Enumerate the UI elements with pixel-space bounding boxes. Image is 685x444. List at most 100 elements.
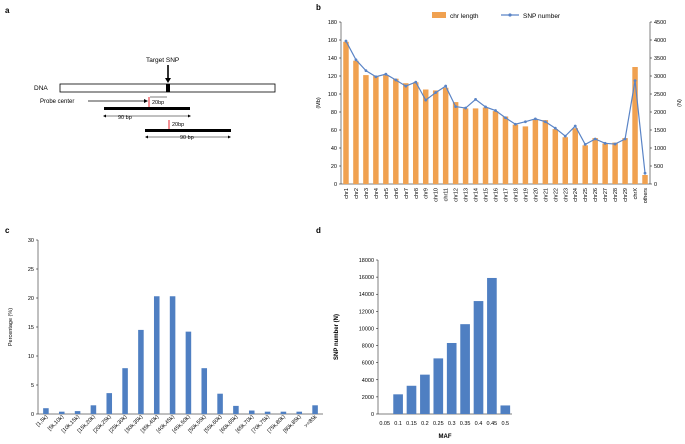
probe-2 — [145, 129, 231, 132]
b-right-tick-label: 0 — [654, 182, 657, 188]
b-snp-point-chr28 — [613, 142, 617, 146]
c-y-tick-label: 25 — [28, 267, 34, 273]
d-x-tick-label: 0.4 — [475, 421, 483, 427]
b-right-tick-label: 4000 — [654, 38, 666, 44]
b-x-tick-label: chr1 — [344, 188, 350, 199]
d-bar-0.15 — [406, 385, 417, 414]
b-x-tick-label: chr4 — [374, 188, 380, 199]
b-snp-point-chr6 — [394, 78, 398, 82]
target-snp-label: Target SNP — [146, 57, 179, 64]
c-bar-8 — [169, 296, 176, 414]
probe-2-length-label: 90 bp — [180, 135, 194, 141]
b-bar-chr11 — [442, 87, 449, 184]
b-bar-chr9 — [422, 89, 429, 184]
b-bar-chr28 — [612, 142, 618, 184]
b-right-tick-label: 3500 — [654, 56, 666, 62]
probe-1-length-label: 90 bp — [118, 115, 132, 121]
b-bar-chr5 — [383, 75, 389, 184]
d-x-tick-label: 0.1 — [394, 421, 402, 427]
b-bar-chr26 — [592, 138, 598, 184]
b-snp-point-chr20 — [533, 117, 537, 121]
panel-letter-b: b — [316, 3, 321, 12]
probe-1-length-head-left — [103, 114, 106, 118]
b-bar-chr13 — [462, 108, 469, 184]
dna-label: DNA — [34, 85, 48, 92]
c-bar-17 — [312, 405, 318, 414]
b-snp-point-chr24 — [573, 124, 577, 128]
b-left-tick-label: 180 — [328, 20, 337, 26]
b-bar-chr21 — [542, 120, 549, 184]
b-x-tick-label: chr8 — [414, 188, 420, 199]
d-x-tick-label: 0.3 — [448, 421, 456, 427]
snp-marker — [166, 84, 170, 92]
probe-2-length-head-left — [145, 135, 148, 139]
d-bar-0.1 — [393, 394, 403, 414]
b-left-tick-label: 0 — [334, 182, 337, 188]
d-y-tick-label: 12000 — [359, 309, 374, 315]
b-x-tick-label: chr13 — [464, 188, 470, 202]
b-snp-point-chr26 — [593, 137, 597, 141]
b-legend-swatch-chr-length — [432, 12, 446, 18]
b-bar-chr8 — [413, 82, 419, 184]
b-x-tick-label: chr18 — [513, 188, 519, 202]
b-right-tick-label: 2000 — [654, 110, 666, 116]
b-bar-chr7 — [403, 83, 409, 184]
c-bar-1 — [58, 411, 65, 414]
target-snp-arrowhead — [165, 78, 171, 83]
b-snp-point-chr8 — [414, 80, 418, 84]
b-x-tick-label: chr14 — [474, 188, 480, 202]
c-bar-7 — [153, 296, 160, 414]
b-snp-point-chr2 — [354, 58, 358, 62]
d-y-tick-label: 6000 — [362, 361, 374, 367]
b-x-tick-label: chr23 — [563, 188, 569, 202]
panel-a: a Target SNP DNA Probe center 20bp 90 bp… — [5, 6, 276, 141]
b-x-tick-label: chr20 — [533, 188, 539, 202]
d-y-tick-label: 18000 — [359, 258, 374, 264]
b-x-tick-label: chr25 — [583, 188, 589, 202]
offset-1-label: 20bp — [152, 100, 164, 106]
b-snp-point-chr22 — [553, 126, 557, 130]
d-x-tick-label: 0.45 — [487, 421, 498, 427]
b-x-tick-label: chr10 — [434, 188, 440, 202]
b-x-tick-label: chr9 — [424, 188, 430, 199]
d-y-tick-label: 14000 — [359, 292, 374, 298]
c-bar-5 — [122, 368, 128, 414]
b-right-axis-title: (N) — [677, 99, 683, 107]
b-right-tick-label: 1000 — [654, 146, 666, 152]
b-bar-chr15 — [482, 107, 489, 184]
probe-center-label: Probe center — [40, 99, 74, 105]
c-bar-9 — [185, 331, 192, 414]
b-snp-point-chr9 — [424, 98, 428, 102]
b-snp-point-chr7 — [404, 84, 408, 88]
b-bar-chr24 — [572, 128, 578, 184]
offset-2-label: 20bp — [172, 122, 184, 128]
c-bar-16 — [296, 411, 303, 414]
b-bar-chr6 — [393, 78, 399, 184]
b-bar-chr29 — [622, 138, 628, 184]
b-x-tick-label: chr29 — [623, 188, 629, 202]
probe-1 — [104, 107, 190, 110]
b-snp-point-chr5 — [384, 72, 388, 76]
b-snp-point-chr4 — [374, 75, 378, 79]
b-left-tick-label: 60 — [331, 128, 337, 134]
d-x-tick-label: 0.2 — [421, 421, 429, 427]
b-right-tick-label: 500 — [654, 164, 663, 170]
b-snp-point-chr21 — [543, 120, 547, 124]
b-bar-chr25 — [582, 145, 588, 184]
probe-1-length-head-right — [188, 114, 191, 118]
b-bar-chr16 — [492, 111, 499, 184]
b-snp-point-chr13 — [464, 106, 467, 110]
b-left-tick-label: 120 — [328, 74, 337, 80]
d-bar-0.25 — [433, 358, 444, 414]
b-right-tick-label: 4500 — [654, 20, 666, 26]
b-bar-chr27 — [602, 143, 608, 184]
b-x-tick-label: chr22 — [553, 188, 559, 202]
b-x-tick-label: chr28 — [613, 188, 619, 202]
chart-b: 0 20 40 60 80 100 120 140 160 180 0 500 1000 1500 2000… — [316, 12, 683, 203]
c-y-tick-label: 0 — [31, 412, 34, 418]
d-y-axis-title: SNP number (N) — [334, 314, 340, 360]
c-bar-15 — [280, 411, 287, 414]
d-x-tick-label: 0.25 — [433, 421, 444, 427]
b-bar-chr3 — [363, 75, 369, 184]
